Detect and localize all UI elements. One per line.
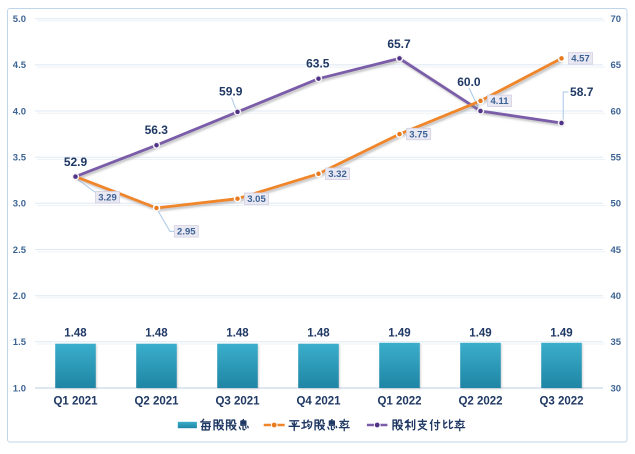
svg-text:Q3 2021: Q3 2021 — [215, 396, 260, 408]
svg-text:2.0: 2.0 — [13, 291, 26, 302]
svg-text:5.0: 5.0 — [13, 14, 26, 25]
svg-text:1.48: 1.48 — [307, 328, 330, 340]
svg-text:1.0: 1.0 — [13, 383, 26, 394]
svg-text:Q2 2022: Q2 2022 — [458, 396, 502, 408]
svg-text:56.3: 56.3 — [145, 123, 169, 137]
svg-text:3.05: 3.05 — [247, 194, 266, 205]
svg-text:52.9: 52.9 — [64, 155, 88, 169]
svg-text:Q4 2021: Q4 2021 — [296, 396, 341, 408]
svg-text:40: 40 — [611, 291, 622, 302]
svg-text:50: 50 — [611, 199, 622, 210]
svg-text:60: 60 — [611, 106, 622, 117]
svg-text:65: 65 — [611, 60, 622, 71]
svg-text:65.7: 65.7 — [387, 37, 411, 51]
svg-text:30: 30 — [611, 383, 622, 394]
svg-text:Q3 2022: Q3 2022 — [539, 396, 583, 408]
svg-text:1.48: 1.48 — [145, 328, 168, 340]
svg-text:35: 35 — [611, 337, 622, 348]
svg-text:4.57: 4.57 — [571, 54, 590, 65]
svg-text:1.5: 1.5 — [13, 337, 27, 348]
svg-text:2.95: 2.95 — [177, 227, 196, 238]
svg-text:1.48: 1.48 — [226, 328, 249, 340]
svg-text:60.0: 60.0 — [457, 75, 481, 89]
svg-text:1.48: 1.48 — [64, 328, 87, 340]
svg-text:4.11: 4.11 — [491, 96, 510, 107]
svg-text:70: 70 — [611, 14, 622, 25]
svg-text:45: 45 — [611, 245, 622, 256]
svg-text:59.9: 59.9 — [219, 85, 243, 99]
svg-text:Q1 2021: Q1 2021 — [53, 396, 98, 408]
svg-text:2.5: 2.5 — [13, 245, 27, 256]
svg-text:3.5: 3.5 — [13, 153, 27, 164]
svg-text:3.29: 3.29 — [98, 193, 117, 204]
svg-text:55: 55 — [611, 153, 622, 164]
svg-text:3.0: 3.0 — [13, 199, 26, 210]
svg-text:Q1 2022: Q1 2022 — [377, 396, 421, 408]
svg-text:Q2 2021: Q2 2021 — [134, 396, 179, 408]
svg-text:4.0: 4.0 — [13, 106, 26, 117]
svg-text:1.49: 1.49 — [388, 328, 410, 340]
svg-text:3.75: 3.75 — [409, 129, 428, 140]
svg-text:58.7: 58.7 — [570, 85, 594, 99]
svg-text:1.49: 1.49 — [550, 328, 572, 340]
svg-text:1.49: 1.49 — [469, 328, 491, 340]
svg-text:3.32: 3.32 — [328, 169, 347, 180]
svg-text:63.5: 63.5 — [306, 57, 330, 71]
svg-text:4.5: 4.5 — [13, 60, 27, 71]
